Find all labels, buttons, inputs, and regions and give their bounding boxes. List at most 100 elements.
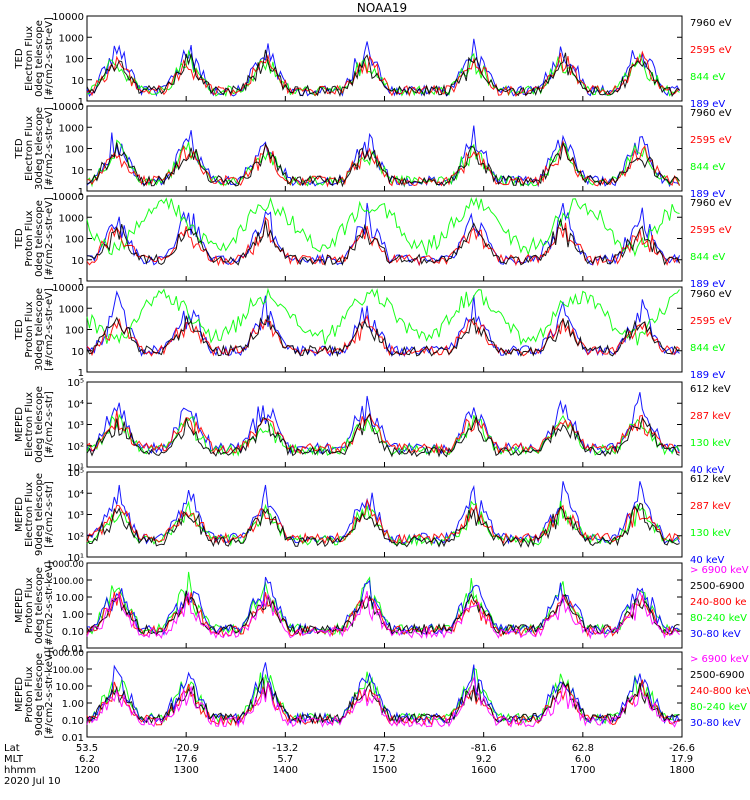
panel-7: 1000.00 100.00 10.00 1.00 0.10 0.01 MEPEDProto… (14, 560, 749, 655)
footer-value: 1400 (273, 765, 298, 776)
panel-frame (86, 651, 683, 738)
panel-frame (86, 381, 683, 468)
footer-value: 6.2 (79, 754, 95, 765)
footer-value: 1600 (471, 765, 496, 776)
panel-data (86, 196, 680, 267)
panel-2: 10000 1000 100 10 1 TEDElectron Flux30deg tel… (14, 102, 732, 200)
footer-value: 47.5 (373, 743, 395, 754)
panel-data (86, 38, 680, 98)
series-trace (86, 662, 680, 726)
y-tick-label: 10 (71, 256, 84, 267)
legend-entry: 189 eV (690, 99, 725, 110)
y-axis-label: TEDProton Flux0deg telescope[#/cm2-s-str… (14, 197, 55, 280)
footer-value: -81.6 (471, 743, 497, 754)
legend-entry: 612 keV (690, 474, 731, 485)
legend-entry: 7960 eV (690, 198, 732, 209)
legend-entry: 612 keV (690, 384, 731, 395)
legend-entry: 7960 eV (690, 18, 732, 29)
footer-value: 6.0 (575, 754, 591, 765)
legend-entry: 130 keV (690, 438, 731, 449)
panel-4: 10000 1000 100 10 1 TEDProton Flux30deg teles… (14, 283, 732, 381)
legend-entry: 2595 eV (690, 225, 732, 236)
y-axis-label: MEPEDElectron Flux90deg telescope[#/cm2-… (14, 473, 55, 556)
panel-1: 10000 1000 100 10 1 TEDElectron Flux0deg tele… (14, 12, 732, 110)
panel-frame (86, 195, 683, 282)
y-axis-label: MEPEDProton Flux0deg telescope[#/cm2-s-s… (14, 561, 55, 649)
y-axis-label: TEDElectron Flux30deg telescope[#/cm2-s-… (14, 107, 55, 190)
footer-value: 5.7 (277, 754, 293, 765)
legend-entry: 844 eV (690, 252, 725, 263)
y-tick-label: 100 (65, 55, 84, 66)
y-axis-label: TEDProton Flux30deg telescope[#/cm2-s-st… (14, 288, 55, 371)
panel-data (86, 125, 680, 188)
legend-entry: 287 keV (690, 501, 731, 512)
y-tick-label: 10 (71, 166, 84, 177)
legend-entry: 240-800 keV (690, 686, 750, 697)
series-trace (86, 38, 680, 97)
y-tick-label: 10² (67, 442, 84, 453)
y-tick-label: 10⁴ (67, 399, 84, 410)
y-tick-label: 1 (78, 187, 84, 198)
legend-entry: 7960 eV (690, 108, 732, 119)
y-tick-label: 0.01 (62, 644, 84, 655)
series-trace (86, 49, 680, 98)
series-trace (86, 392, 680, 455)
y-tick-label: 1000 (59, 213, 84, 224)
series-trace (86, 217, 680, 267)
footer-value: 17.2 (373, 754, 395, 765)
y-tick-label: 1000 (59, 123, 84, 134)
series-trace (86, 196, 680, 258)
y-tick-label: 10 (71, 347, 84, 358)
panel-data (86, 287, 680, 358)
panel-data (86, 392, 680, 458)
y-tick-label: 10.00 (55, 593, 84, 604)
y-tick-label: 10⁵ (67, 378, 84, 389)
y-tick-label: 1 (78, 277, 84, 288)
y-tick-label: 10¹ (67, 553, 84, 564)
footer-value: 62.8 (572, 743, 594, 754)
y-tick-label: 10³ (67, 511, 84, 522)
footer-row-label: MLT (4, 754, 24, 765)
panel-frame (86, 471, 683, 558)
footer-value: 1800 (669, 765, 694, 776)
footer-value: 1700 (570, 765, 595, 776)
y-tick-label: 10² (67, 532, 84, 543)
legend-entry: 2595 eV (690, 45, 732, 56)
legend-entry: 40 keV (690, 555, 724, 566)
y-tick-label: 10¹ (67, 463, 84, 474)
y-tick-label: 100.00 (53, 577, 85, 587)
y-tick-label: 1 (78, 368, 84, 379)
series-trace (86, 590, 680, 640)
y-tick-label: 10000 (52, 283, 84, 294)
y-axis-label: MEPEDElectron Flux0deg telescope[#/cm2-s… (14, 386, 55, 463)
panel-8: 1000.00 100.00 10.00 1.00 0.10 0.01 MEPEDProto… (14, 649, 750, 744)
series-trace (86, 202, 680, 267)
legend-entry: 189 eV (690, 370, 725, 381)
legend-entry: > 6900 keV (690, 565, 749, 576)
panel-6: 10⁵ 10⁴ 10³ 10² 10¹ MEPEDElectron Flux90deg t… (14, 468, 731, 566)
footer-value: 9.2 (476, 754, 492, 765)
legend-entry: 30-80 keV (690, 718, 741, 729)
panel-3: 10000 1000 100 10 1 TEDProton Flux0deg telesc… (14, 192, 732, 290)
panel-data (86, 662, 680, 728)
y-tick-label: 0.10 (62, 716, 84, 727)
y-tick-label: 10000 (52, 12, 84, 23)
y-tick-label: 1.00 (62, 610, 84, 621)
legend-entry: 844 eV (690, 343, 725, 354)
footer-value: -13.2 (272, 743, 298, 754)
y-tick-label: 10⁴ (67, 489, 84, 500)
legend-entry: 844 eV (690, 72, 725, 83)
legend-entry: 7960 eV (690, 289, 732, 300)
y-tick-label: 0.10 (62, 627, 84, 638)
y-tick-label: 100.00 (53, 666, 85, 676)
y-tick-label: 100 (65, 326, 84, 337)
y-tick-label: 100 (65, 145, 84, 156)
y-axis-label: TEDElectron Flux0deg telescope[#/cm2-s-s… (14, 17, 55, 100)
panel-data (86, 481, 680, 549)
legend-entry: 844 eV (690, 162, 725, 173)
footer-value: 17.6 (175, 754, 197, 765)
legend-entry: 130 keV (690, 528, 731, 539)
footer-row-label: hhmm (4, 765, 36, 776)
series-trace (86, 290, 680, 358)
y-tick-label: 1000 (59, 33, 84, 44)
